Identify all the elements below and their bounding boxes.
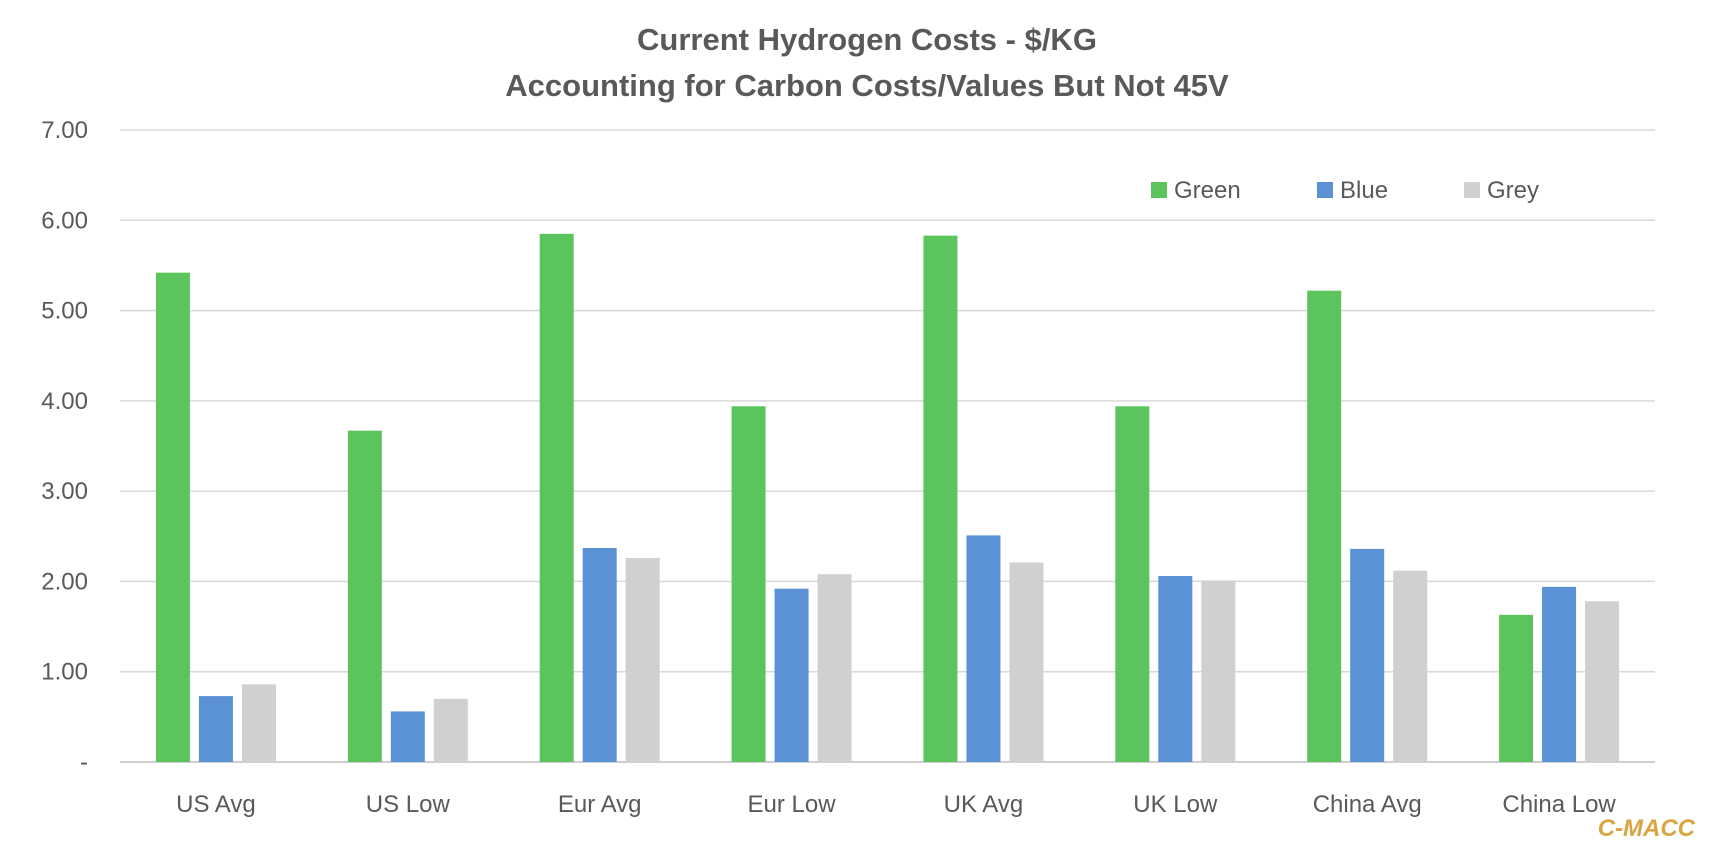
bar-blue bbox=[774, 588, 809, 762]
bar-grey bbox=[1009, 562, 1044, 762]
legend-item-grey: Grey bbox=[1464, 177, 1539, 204]
y-tick-label: 7.00 bbox=[41, 117, 88, 144]
bar-grey bbox=[1585, 601, 1620, 762]
bar-green bbox=[1499, 614, 1534, 762]
y-tick-label: - bbox=[80, 749, 88, 776]
x-tick-label: UK Low bbox=[1133, 791, 1218, 818]
legend-label: Green bbox=[1174, 177, 1241, 204]
bar-blue bbox=[1542, 586, 1577, 762]
legend-label: Blue bbox=[1340, 177, 1388, 204]
y-tick-label: 4.00 bbox=[41, 388, 88, 415]
legend-label: Grey bbox=[1487, 177, 1539, 204]
legend-swatch bbox=[1464, 182, 1480, 198]
x-tick-label: China Low bbox=[1502, 791, 1616, 818]
bar-green bbox=[539, 233, 574, 763]
chart-title: Current Hydrogen Costs - $/KG bbox=[637, 22, 1097, 57]
legend-item-blue: Blue bbox=[1317, 177, 1388, 204]
bar-blue bbox=[582, 548, 617, 762]
bar-grey bbox=[1393, 570, 1428, 762]
y-tick-label: 5.00 bbox=[41, 298, 88, 325]
source-credit: C-MACC bbox=[1598, 815, 1696, 842]
bar-grey bbox=[241, 684, 276, 762]
bar-blue bbox=[1158, 576, 1193, 762]
bar-grey bbox=[1201, 580, 1236, 762]
bar-green bbox=[731, 406, 766, 762]
x-axis-ticks: US Avg US Low Eur Avg Eur Low UK Avg UK Low Ch… bbox=[176, 791, 1616, 818]
legend-swatch bbox=[1151, 182, 1167, 198]
bars bbox=[155, 233, 1620, 763]
chart-subtitle: Accounting for Carbon Costs/Values But N… bbox=[505, 68, 1229, 103]
bar-blue bbox=[1350, 548, 1385, 762]
y-tick-label: 1.00 bbox=[41, 659, 88, 686]
x-tick-label: Eur Avg bbox=[558, 791, 642, 818]
bar-green bbox=[1307, 290, 1342, 762]
x-tick-label: US Avg bbox=[176, 791, 256, 818]
y-tick-label: 3.00 bbox=[41, 478, 88, 505]
bar-grey bbox=[817, 574, 852, 762]
x-tick-label: Eur Low bbox=[748, 791, 837, 818]
bar-blue bbox=[198, 696, 233, 762]
x-tick-label: China Avg bbox=[1313, 791, 1422, 818]
legend-item-green: Green bbox=[1151, 177, 1241, 204]
x-tick-label: US Low bbox=[366, 791, 451, 818]
bar-grey bbox=[433, 698, 468, 762]
bar-green bbox=[155, 272, 190, 762]
bar-blue bbox=[966, 535, 1001, 762]
bar-green bbox=[1115, 406, 1150, 762]
y-tick-label: 2.00 bbox=[41, 568, 88, 595]
y-tick-label: 6.00 bbox=[41, 207, 88, 234]
y-axis-ticks: - 1.00 2.00 3.00 4.00 5.00 6.00 7.00 bbox=[41, 117, 88, 776]
bar-green bbox=[923, 235, 958, 763]
legend: Green Blue Grey bbox=[1151, 177, 1539, 204]
legend-swatch bbox=[1317, 182, 1333, 198]
bar-grey bbox=[625, 557, 660, 762]
bar-green bbox=[347, 430, 382, 762]
x-tick-label: UK Avg bbox=[944, 791, 1024, 818]
bar-blue bbox=[390, 711, 425, 762]
